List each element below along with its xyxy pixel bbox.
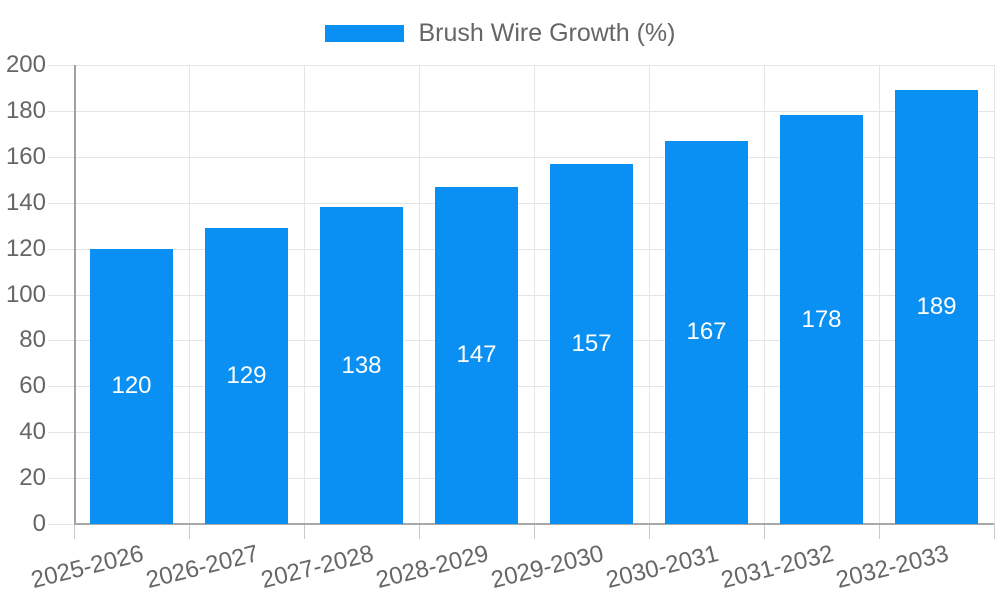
x-tick <box>879 524 880 539</box>
y-axis-tick-label: 160 <box>5 142 46 170</box>
y-axis-tick-label: 100 <box>5 280 46 308</box>
bar <box>550 163 633 524</box>
plot-area: 0 20 40 60 80 100 120 140 160 180 200 120 129 138 147 1… <box>6 51 995 594</box>
x-axis-category-label: 2025-2026 <box>28 540 147 594</box>
y-gridline <box>48 340 994 342</box>
bar-value-label: 189 <box>916 293 957 321</box>
x-gridline <box>994 65 995 524</box>
x-gridline <box>649 65 650 524</box>
y-gridline <box>48 156 994 158</box>
bar-value-label: 147 <box>456 341 497 369</box>
bar <box>90 248 173 524</box>
x-tick <box>649 524 650 539</box>
x-gridline <box>304 65 305 524</box>
y-gridline <box>48 110 994 112</box>
y-axis-tick-label: 120 <box>5 234 46 262</box>
legend[interactable]: Brush Wire Growth (%) <box>0 12 1000 54</box>
bar <box>435 186 518 524</box>
bar-value-label: 129 <box>226 361 267 389</box>
x-axis-category-label: 2026-2027 <box>143 540 262 594</box>
bar <box>665 140 748 524</box>
y-axis-line <box>74 65 76 524</box>
y-tick <box>48 524 74 525</box>
x-axis-category-label: 2029-2030 <box>488 540 607 594</box>
x-tick <box>304 524 305 539</box>
x-axis-category-label: 2032-2033 <box>833 540 952 594</box>
x-axis-category-label: 2027-2028 <box>258 540 377 594</box>
legend-label[interactable]: Brush Wire Growth (%) <box>418 18 676 47</box>
x-gridline <box>879 65 880 524</box>
y-gridline <box>48 248 994 250</box>
y-axis-tick-label: 80 <box>19 326 46 354</box>
y-axis-tick-label: 180 <box>5 96 46 124</box>
bar <box>320 207 403 524</box>
legend-swatch-icon[interactable] <box>324 24 404 42</box>
y-axis-tick-label: 60 <box>19 372 46 400</box>
y-gridline <box>48 478 994 480</box>
y-axis-tick-label: 20 <box>19 464 46 492</box>
bar <box>205 227 288 524</box>
y-axis-tick-label: 200 <box>5 51 46 78</box>
y-gridline <box>48 386 994 388</box>
y-axis-tick-label: 0 <box>32 510 46 537</box>
bar <box>780 115 863 524</box>
x-tick <box>419 524 420 539</box>
x-gridline <box>189 65 190 524</box>
x-gridline <box>419 65 420 524</box>
x-axis-category-label: 2030-2031 <box>603 540 722 594</box>
x-axis-line <box>74 523 994 525</box>
y-gridline <box>48 294 994 296</box>
x-tick <box>994 524 995 539</box>
x-tick <box>189 524 190 539</box>
bar-value-label: 157 <box>571 329 612 357</box>
x-gridline <box>764 65 765 524</box>
x-axis-category-label: 2031-2032 <box>718 540 837 594</box>
y-gridline <box>48 65 994 66</box>
bar-value-label: 167 <box>686 318 727 346</box>
x-tick <box>74 524 75 539</box>
bar-value-label: 178 <box>801 305 842 333</box>
y-axis-tick-label: 140 <box>5 188 46 216</box>
bar <box>895 90 978 524</box>
x-axis-category-label: 2028-2029 <box>373 540 492 594</box>
y-gridline <box>48 432 994 434</box>
bar-value-label: 138 <box>341 351 382 379</box>
y-gridline <box>48 202 994 204</box>
x-tick <box>764 524 765 539</box>
y-axis-tick-label: 40 <box>19 418 46 446</box>
x-tick <box>534 524 535 539</box>
bar-value-label: 120 <box>111 372 152 400</box>
x-gridline <box>534 65 535 524</box>
